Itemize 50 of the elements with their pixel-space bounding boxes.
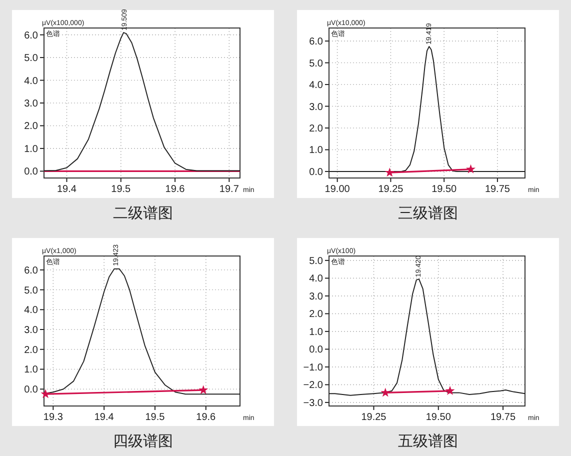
x-tick-label: 19.4 (57, 184, 77, 195)
y-tick-label: 3.0 (24, 98, 38, 110)
y-tick-label: 1.0 (24, 364, 38, 376)
y-tick-label: 5.0 (24, 285, 38, 296)
x-tick-label: 19.5 (111, 184, 132, 195)
y-tick-label: 1.0 (309, 326, 324, 338)
y-tick-label: 1.0 (309, 145, 324, 156)
text: 二级谱图 (113, 205, 173, 222)
x-tick-label: 19.75 (484, 184, 510, 195)
y-tick-label: 0.0 (24, 384, 38, 396)
y-tick-label: 3.0 (309, 102, 324, 113)
text: 四级谱图 (113, 433, 173, 450)
y-tick-label: 2.0 (309, 124, 324, 134)
y-tick-label: 0.0 (24, 166, 38, 178)
y-tick-label: 5.0 (309, 58, 324, 70)
y-tick-label: 6.0 (24, 30, 38, 42)
y-tick-label: 2.0 (309, 309, 324, 320)
y-tick-label: 6.0 (24, 265, 38, 276)
y-tick-label: 3.0 (24, 325, 38, 336)
y-tick-label: 5.0 (309, 256, 324, 267)
y-tick-label: 4.0 (24, 76, 38, 87)
y-tick-label: 4.0 (24, 305, 38, 316)
y-tick-label: 3.0 (309, 291, 324, 302)
y-tick-label: 6.0 (309, 36, 324, 48)
y-tick-label: 5.0 (24, 53, 38, 64)
y-tick-label: −2.0 (303, 380, 324, 392)
y-tick-label: −3.0 (303, 398, 324, 409)
y-tick-label: 0.0 (309, 344, 324, 356)
x-tick-label: 19.4 (94, 412, 114, 423)
x-tick-label: 19.75 (490, 412, 516, 423)
x-tick-label: 19.3 (43, 412, 64, 423)
y-tick-label: −1.0 (303, 362, 324, 374)
y-tick-label: 4.0 (309, 274, 324, 285)
text: 五级谱图 (398, 433, 458, 450)
x-tick-label: 19.7 (219, 184, 240, 195)
x-tick-label: 19.25 (361, 412, 387, 423)
line-series (328, 278, 526, 396)
x-tick-label: 19.25 (378, 184, 404, 195)
text: 三级谱图 (398, 205, 458, 222)
x-tick-label: 19.5 (145, 412, 166, 423)
x-tick-label: 19.50 (432, 184, 458, 195)
y-tick-label: 0.0 (309, 166, 324, 178)
y-tick-label: 1.0 (24, 144, 38, 155)
x-tick-label: 19.6 (196, 412, 216, 423)
y-tick-label: 4.0 (309, 80, 324, 92)
y-tick-label: 2.0 (24, 121, 38, 132)
x-tick-label: 19.50 (426, 412, 452, 423)
x-tick-label: 19.00 (324, 184, 350, 195)
y-tick-label: 2.0 (24, 344, 38, 356)
x-tick-label: 19.6 (165, 184, 186, 195)
